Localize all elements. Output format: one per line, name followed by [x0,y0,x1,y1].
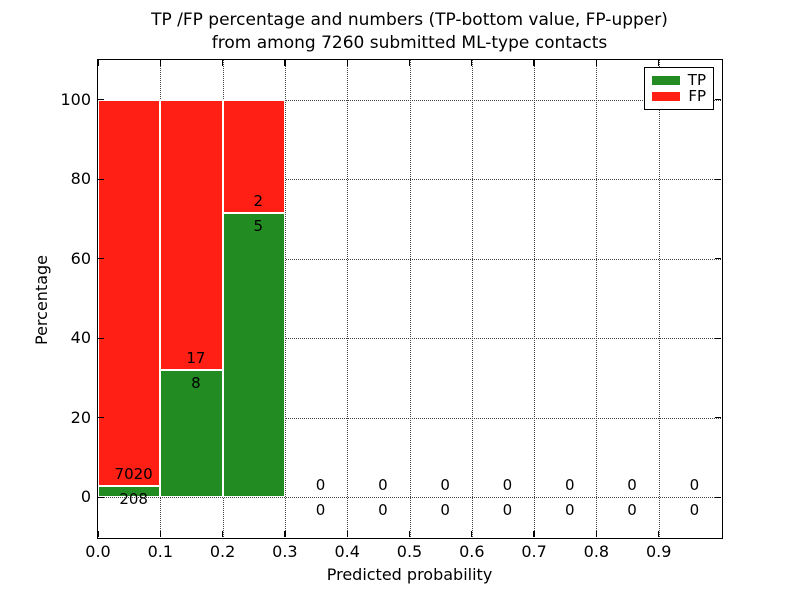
x-gridline [409,60,411,537]
legend-item-tp: TP [652,73,706,88]
fp-count-label: 0 [627,476,637,495]
x-gridline [534,60,536,537]
x-tick-bottom [221,531,224,537]
tp-count-label: 208 [119,489,148,508]
bar-segment-fp [98,99,161,486]
x-tick-label: 0.0 [85,542,111,561]
bar-segment-tp [222,213,285,498]
x-gridline [347,60,349,537]
x-tick-top [159,60,161,66]
x-tick-top [221,60,224,66]
y-tick-left [98,417,104,419]
x-tick-top [658,60,660,66]
tp-count-label: 0 [315,501,326,520]
x-gridline [596,60,598,537]
y-tick-right [715,258,721,260]
x-tick-bottom [658,531,660,537]
legend-swatch-tp [652,76,680,85]
fp-count-label: 0 [564,476,575,495]
x-tick-label: 0.2 [209,542,236,561]
x-tick-bottom [408,531,411,537]
bar-segment-tp [160,370,223,498]
fp-count-label: 0 [502,476,513,495]
fp-count-label: 0 [378,476,388,495]
y-tick-label: 80 [70,169,91,189]
x-tick-label: 0.1 [147,542,174,561]
tp-count-label: 0 [378,501,388,520]
y-tick-right [715,99,721,101]
x-tick-top [595,60,598,66]
x-tick-top [471,60,473,66]
x-tick-top [97,60,99,66]
x-tick-label: 0.4 [334,542,360,561]
x-gridline [284,60,286,537]
chart-title-line-2: from among 7260 submitted ML-type contac… [211,33,608,53]
chart-title-line-1: TP /FP percentage and numbers (TP-bottom… [151,10,668,30]
x-tick-top [533,60,535,66]
tp-count-label: 0 [564,501,575,520]
x-tick-bottom [471,531,473,537]
fp-count-label: 0 [440,476,450,495]
bar-segment-fp [222,99,285,214]
x-tick-bottom [346,531,348,537]
tp-count-label: 8 [191,374,201,393]
tp-count-label: 0 [627,501,637,520]
y-tick-left [98,496,104,498]
y-tick-left [98,99,104,101]
tp-count-label: 0 [440,501,450,520]
x-tick-label: 0.3 [272,542,298,561]
x-axis-label: Predicted probability [326,565,493,584]
x-tick-top [346,60,348,66]
y-tick-left [98,258,104,260]
y-tick-left [98,337,104,339]
fp-count-label: 2 [253,192,264,211]
x-tick-bottom [595,531,598,537]
x-tick-label: 0.9 [645,542,672,561]
x-tick-bottom [97,531,99,537]
x-tick-label: 0.5 [396,542,423,561]
y-tick-right [715,496,721,498]
y-tick-right [715,178,721,180]
bar-segment-fp [160,99,223,371]
y-tick-label: 60 [70,248,91,268]
legend-swatch-fp [652,92,681,101]
x-tick-bottom [533,531,535,537]
y-tick-label: 40 [70,328,91,348]
fp-count-label: 17 [186,349,206,368]
x-gridline [471,60,473,537]
tp-count-label: 5 [253,217,264,236]
fp-count-label: 7020 [114,464,153,483]
tp-count-label: 0 [502,501,513,520]
y-tick-label: 20 [70,407,91,427]
legend-label-tp: TP [687,71,706,89]
x-tick-bottom [159,531,161,537]
x-tick-top [408,60,411,66]
y-tick-label: 0 [80,487,91,507]
legend-item-fp: FP [652,89,706,104]
x-tick-label: 0.7 [521,542,547,561]
legend-label-fp: FP [688,87,706,105]
y-tick-right [715,337,721,339]
x-tick-label: 0.6 [459,542,485,561]
x-gridline [658,60,660,537]
y-tick-right [715,417,721,419]
tp-count-label: 0 [689,501,700,520]
fp-count-label: 0 [689,476,700,495]
y-tick-left [98,178,104,180]
x-tick-bottom [284,531,286,537]
x-tick-label: 0.8 [583,542,610,561]
legend: TP FP [644,67,714,110]
y-axis-label: Percentage [32,255,51,346]
bar-segment-tp [98,485,161,498]
x-tick-top [284,60,286,66]
y-tick-label: 100 [60,89,91,109]
fp-count-label: 0 [315,476,326,495]
